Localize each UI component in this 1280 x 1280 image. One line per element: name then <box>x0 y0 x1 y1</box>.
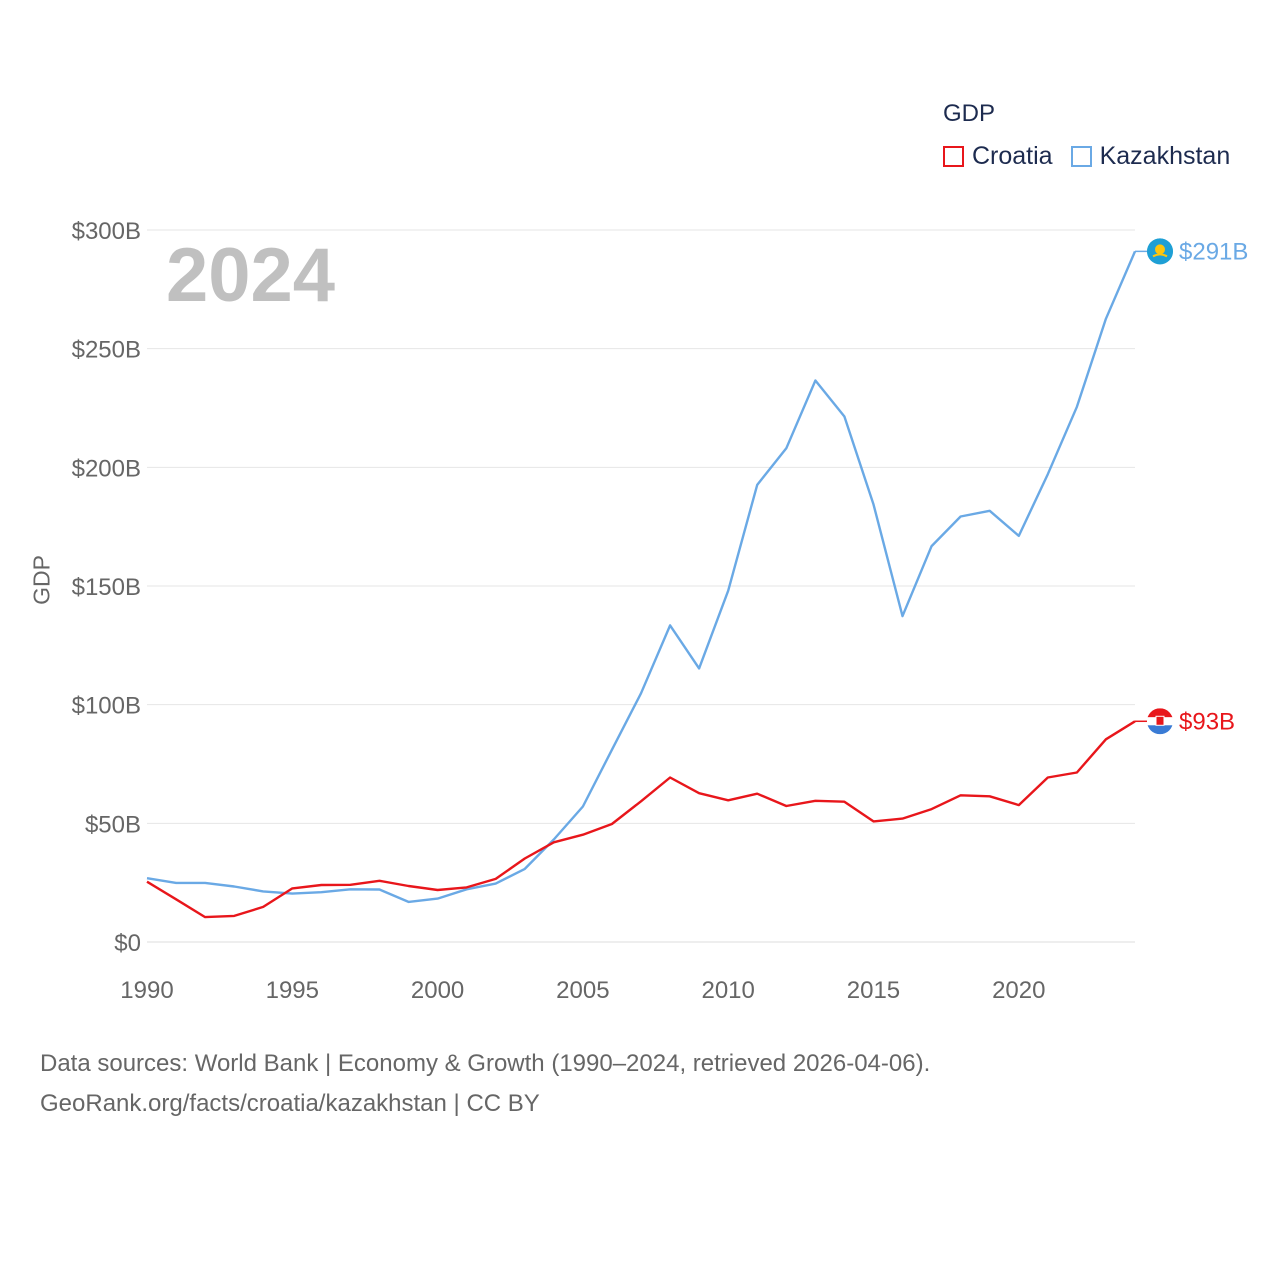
flag-kazakhstan-icon <box>1147 238 1173 265</box>
y-tick-label: $300B <box>72 218 141 245</box>
series-line-kazakhstan <box>146 250 1137 904</box>
x-tick-label: 2010 <box>701 977 754 1004</box>
legend-item-croatia[interactable]: Croatia <box>943 142 1053 171</box>
legend-label-croatia: Croatia <box>972 142 1053 170</box>
y-tick-label: $150B <box>72 574 141 601</box>
y-tick-label: $200B <box>72 455 141 482</box>
grid-lines <box>147 229 1135 943</box>
footer-sources: Data sources: World Bank | Economy & Gro… <box>40 1050 931 1077</box>
x-tick-label: 1990 <box>120 977 173 1004</box>
y-tick-label: $0 <box>114 930 141 957</box>
y-tick-label: $50B <box>85 811 141 838</box>
series-lines <box>146 250 1137 919</box>
y-axis: $0 $50B $100B $150B $200B $250B $300B <box>72 218 141 957</box>
y-axis-title: GDP <box>28 555 55 605</box>
x-tick-label: 2005 <box>556 977 609 1004</box>
x-tick-label: 2020 <box>992 977 1045 1004</box>
end-value-label-croatia: $93B <box>1179 708 1235 735</box>
footer-link[interactable]: GeoRank.org/facts/croatia/kazakhstan | C… <box>40 1090 540 1117</box>
y-tick-label: $250B <box>72 337 141 364</box>
flag-croatia-icon <box>1147 708 1173 735</box>
x-tick-label: 2000 <box>411 977 464 1004</box>
legend-swatch-croatia <box>943 146 964 167</box>
end-markers: $291B $93B <box>1135 238 1248 735</box>
legend-label-kazakhstan: Kazakhstan <box>1099 142 1231 170</box>
y-tick-label: $100B <box>72 693 141 720</box>
legend-item-kazakhstan[interactable]: Kazakhstan <box>1070 142 1231 171</box>
legend-swatch-kazakhstan <box>1070 146 1092 167</box>
legend: Croatia Kazakhstan <box>943 142 1248 171</box>
current-year-label: 2024 <box>166 233 336 318</box>
footer: Data sources: World Bank | Economy & Gro… <box>40 1044 930 1124</box>
end-value-label-kazakhstan: $291B <box>1179 238 1248 265</box>
legend-title: GDP <box>943 100 996 127</box>
x-tick-label: 2015 <box>847 977 900 1004</box>
x-axis: 1990 1995 2000 2005 2010 2015 2020 <box>120 977 1045 1004</box>
x-tick-label: 1995 <box>266 977 319 1004</box>
series-line-croatia <box>146 720 1136 919</box>
